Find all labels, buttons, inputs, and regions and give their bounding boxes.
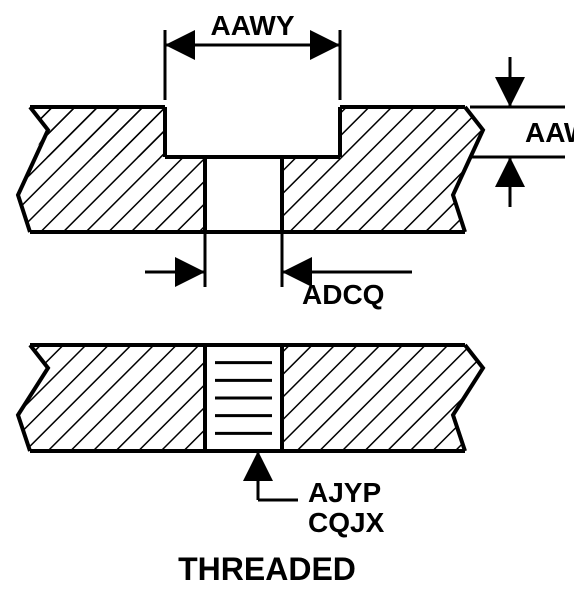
title: THREADED <box>178 551 356 587</box>
hatch-upper-left <box>18 107 205 232</box>
hatch-lower-left <box>18 345 205 451</box>
label-adcq: ADCQ <box>302 279 384 310</box>
label-ajyp: AJYP <box>308 477 381 508</box>
label-cqjx: CQJX <box>308 507 385 538</box>
label-aawy: AAWY <box>211 10 295 41</box>
hatch-upper-right <box>282 107 483 232</box>
label-aawz: AAWZ <box>525 117 574 148</box>
hatch-lower-right <box>282 345 483 451</box>
